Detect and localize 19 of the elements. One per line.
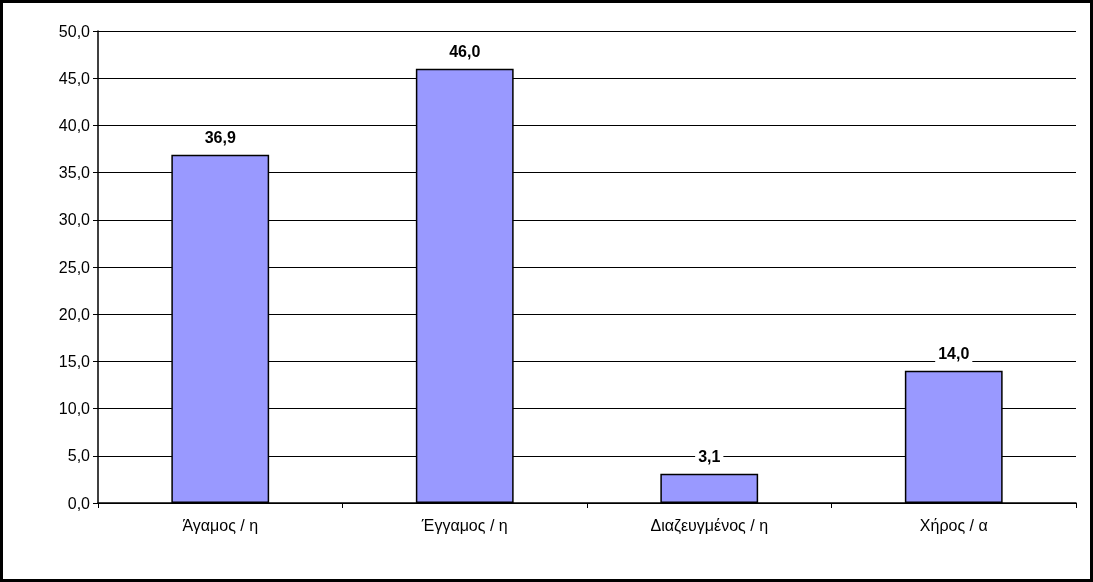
- y-tick-label: 50,0: [58, 22, 91, 40]
- y-tick-label: 35,0: [58, 164, 91, 182]
- x-tick-label: Διαζευγμένος / η: [650, 516, 769, 535]
- data-label: 36,9: [204, 129, 236, 147]
- y-tick-label: 10,0: [58, 400, 91, 418]
- data-label: 3,1: [698, 448, 721, 466]
- x-tick-label: Άγαμος / η: [182, 516, 259, 534]
- x-tick-label: Χήρος / α: [919, 516, 988, 534]
- y-tick-label: 20,0: [58, 305, 91, 323]
- y-tick-label: 5,0: [67, 447, 91, 465]
- x-tick-label: Έγγαμος / η: [420, 516, 508, 534]
- y-tick-label: 40,0: [58, 116, 91, 134]
- y-tick-label: 0,0: [67, 494, 91, 512]
- data-label: 14,0: [938, 345, 970, 363]
- y-tick-label: 25,0: [58, 258, 91, 276]
- y-tick-label: 45,0: [58, 69, 91, 87]
- y-tick-label: 30,0: [58, 211, 91, 229]
- y-tick-label: 15,0: [58, 352, 91, 370]
- data-label: 46,0: [449, 43, 481, 61]
